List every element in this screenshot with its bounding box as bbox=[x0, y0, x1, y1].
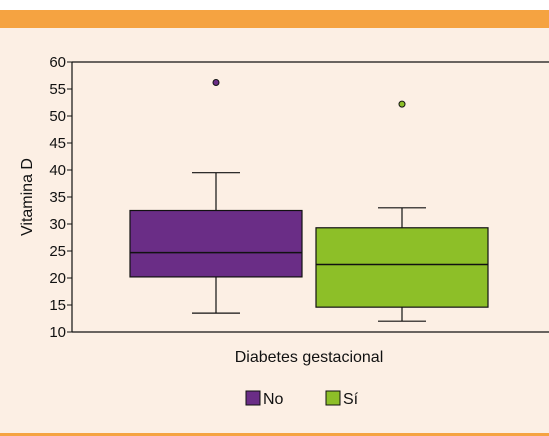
legend: No Sí bbox=[245, 390, 359, 408]
y-tick-label: 35 bbox=[49, 189, 66, 206]
y-axis-ticks: 10 15 20 25 30 35 40 45 50 55 60 bbox=[49, 54, 72, 341]
y-tick-label: 50 bbox=[49, 108, 66, 125]
y-tick-label: 55 bbox=[49, 81, 66, 98]
box-iqr bbox=[315, 227, 489, 308]
legend-label-si: Sí bbox=[343, 391, 359, 408]
box-iqr bbox=[129, 209, 303, 278]
y-tick-label: 45 bbox=[49, 135, 66, 152]
outlier-point bbox=[398, 100, 406, 108]
y-tick-label: 15 bbox=[49, 297, 66, 314]
y-tick-label: 30 bbox=[49, 216, 66, 233]
y-tick-label: 60 bbox=[49, 54, 66, 71]
box-si bbox=[315, 100, 489, 322]
outlier-point bbox=[212, 79, 220, 87]
box-no bbox=[129, 79, 303, 314]
y-tick-label: 20 bbox=[49, 270, 66, 287]
legend-label-no: No bbox=[263, 391, 284, 408]
y-tick-label: 10 bbox=[49, 324, 66, 341]
y-tick-label: 40 bbox=[49, 162, 66, 179]
x-axis-title: Diabetes gestacional bbox=[235, 349, 384, 366]
legend-swatch-si bbox=[325, 390, 341, 406]
y-tick-label: 25 bbox=[49, 243, 66, 260]
bottom-rule bbox=[0, 433, 549, 436]
top-rule bbox=[0, 10, 549, 28]
legend-swatch-no bbox=[245, 390, 261, 406]
y-axis-title: Vitamina D bbox=[19, 158, 36, 236]
box-plot-series bbox=[129, 79, 489, 322]
